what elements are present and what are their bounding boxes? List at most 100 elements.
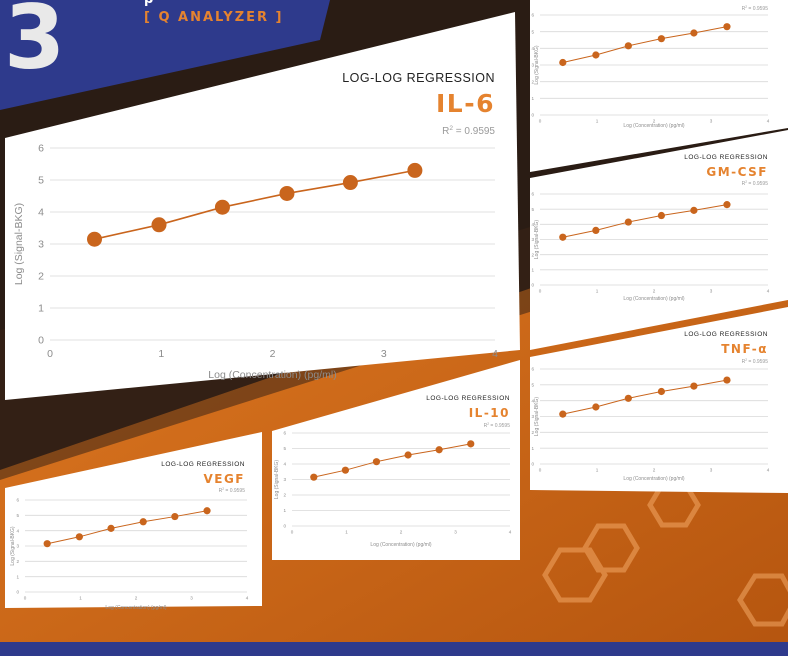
x-tick-label: 1 xyxy=(596,118,599,123)
r-squared-exponent: 2 xyxy=(745,358,747,362)
data-point xyxy=(139,518,147,526)
r-squared-symbol: R xyxy=(484,423,488,429)
chart-heading: LOG-LOG REGRESSION xyxy=(161,461,245,468)
x-tick-label: 0 xyxy=(24,595,27,600)
y-tick-label: 5 xyxy=(531,207,534,212)
x-tick-label: 3 xyxy=(710,288,713,293)
r-squared-value: = 0.9595 xyxy=(453,126,495,137)
data-point xyxy=(624,42,632,50)
r-squared-value: = 0.9595 xyxy=(489,423,510,429)
data-point xyxy=(467,440,475,448)
data-point xyxy=(43,540,51,548)
data-point xyxy=(214,199,230,215)
data-point xyxy=(559,58,567,67)
r-squared-symbol: R xyxy=(742,181,746,187)
r-squared-symbol: R xyxy=(742,359,746,365)
data-point xyxy=(341,466,350,474)
x-tick-label: 0 xyxy=(47,348,53,360)
chart-title: TNF-α xyxy=(721,342,768,356)
data-point xyxy=(592,226,600,234)
y-tick-label: 4 xyxy=(531,46,534,51)
y-tick-label: 3 xyxy=(16,544,19,549)
y-tick-label: 3 xyxy=(531,63,534,68)
panel-gmcsf xyxy=(530,130,788,350)
r-squared-exponent: 2 xyxy=(449,125,453,132)
data-point xyxy=(151,217,167,233)
y-tick-label: 6 xyxy=(531,192,534,197)
r-squared-exponent: 2 xyxy=(222,487,224,491)
chart-heading: LOG-LOG REGRESSION xyxy=(426,395,510,402)
r-squared-value: = 0.9595 xyxy=(224,488,245,494)
x-tick-label: 0 xyxy=(539,288,542,293)
r-squared-label: R2 = 0.9595 xyxy=(742,358,769,365)
panel-top-right xyxy=(530,0,788,172)
r-squared-label: R2 = 0.9595 xyxy=(442,125,495,137)
x-axis-label: Log (Concentration) (pg/ml) xyxy=(623,123,684,129)
x-tick-label: 4 xyxy=(767,467,770,472)
panel-il10 xyxy=(272,360,520,560)
data-point xyxy=(107,524,115,532)
chart-il10: 0 1 2 3 4 5 6 0 1 2 3 4 Log (Concentration) (pg/ml) L… xyxy=(274,395,512,548)
x-tick-label: 1 xyxy=(79,595,82,600)
partial-heading: p xyxy=(144,0,153,7)
chart-vegf: 0 1 2 3 4 5 6 0 1 2 3 4 Log (Concentration) (pg/ml) L… xyxy=(10,461,249,611)
brand-tagline: [ Q ANALYZER ] xyxy=(144,10,284,25)
x-tick-label: 1 xyxy=(596,467,599,472)
y-tick-label: 0 xyxy=(38,335,44,347)
r-squared-value: = 0.9595 xyxy=(747,6,768,12)
r-squared-value: = 0.9595 xyxy=(747,181,768,187)
x-tick-label: 2 xyxy=(400,529,403,534)
data-point xyxy=(723,376,731,384)
chart-top-right: 0 1 2 3 4 5 6 0 1 2 3 4 Log (Concentration) (pg/ml) L… xyxy=(531,5,769,129)
y-tick-label: 5 xyxy=(16,513,19,518)
x-tick-label: 4 xyxy=(767,118,770,123)
x-tick-label: 2 xyxy=(653,118,656,123)
data-point xyxy=(559,233,567,241)
y-axis-label: Log (Signal-BKG) xyxy=(274,460,280,500)
y-tick-label: 5 xyxy=(38,175,44,187)
x-tick-label: 3 xyxy=(454,529,457,534)
r-squared-label: R2 = 0.9595 xyxy=(219,487,246,494)
data-point xyxy=(624,394,632,402)
y-tick-label: 0 xyxy=(283,524,286,529)
data-point xyxy=(75,533,83,541)
x-tick-label: 1 xyxy=(158,348,164,360)
y-tick-label: 0 xyxy=(531,462,534,467)
y-axis-label: Log (Signal-BKG) xyxy=(534,397,540,437)
series-line xyxy=(562,204,728,238)
y-tick-label: 2 xyxy=(16,559,19,564)
data-point xyxy=(657,211,666,220)
x-tick-label: 3 xyxy=(710,118,713,123)
x-tick-label: 0 xyxy=(539,467,542,472)
y-tick-label: 1 xyxy=(531,267,534,272)
y-tick-label: 6 xyxy=(531,367,534,372)
y-tick-label: 1 xyxy=(531,446,534,451)
data-point xyxy=(723,201,731,209)
r-squared-symbol: R xyxy=(219,488,223,494)
r-squared-exponent: 2 xyxy=(745,5,747,9)
data-point xyxy=(723,23,731,31)
chart-tnfa: 0 1 2 3 4 5 6 0 1 2 3 4 Log (Concentration) (pg/ml) L… xyxy=(531,331,769,482)
series-line xyxy=(94,169,416,240)
r-squared-symbol: R xyxy=(442,126,449,137)
y-tick-label: 6 xyxy=(38,143,44,155)
y-tick-label: 2 xyxy=(283,493,286,498)
chart-title: GM-CSF xyxy=(706,165,768,179)
y-tick-label: 2 xyxy=(38,271,44,283)
chart-il6: 0 1 2 3 4 5 6 0 1 2 3 4 Log (Concentration) (pg/ml) L… xyxy=(13,71,498,381)
x-tick-label: 4 xyxy=(767,288,770,293)
chart-gmcsf: 0 1 2 3 4 5 6 0 1 2 3 4 Log (Concentration) (pg/ml) L… xyxy=(531,154,769,302)
x-axis-label: Log (Concentration) (pg/ml) xyxy=(208,369,336,381)
background-bottom-blue-bar xyxy=(0,642,788,656)
x-axis-label: Log (Concentration) (pg/ml) xyxy=(623,476,684,482)
y-tick-label: 1 xyxy=(38,303,44,315)
data-point xyxy=(657,387,666,396)
y-tick-label: 3 xyxy=(283,477,286,482)
y-axis-label: Log (Signal-BKG) xyxy=(534,45,540,85)
data-point xyxy=(592,51,600,59)
y-tick-label: 4 xyxy=(16,528,19,533)
x-tick-label: 3 xyxy=(710,467,713,472)
data-point xyxy=(279,185,295,201)
series-line xyxy=(47,510,208,545)
